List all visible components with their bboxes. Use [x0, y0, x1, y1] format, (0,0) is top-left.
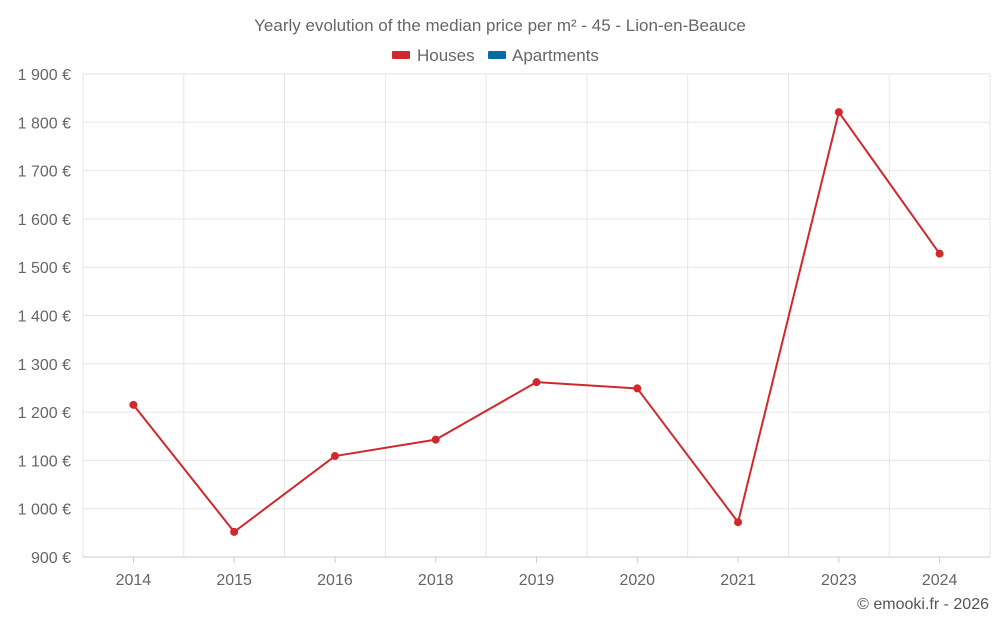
grid — [82, 73, 991, 557]
x-tick-label-2014: 2014 — [116, 572, 152, 589]
point-houses-2015[interactable] — [230, 527, 239, 536]
x-tick-label-2023: 2023 — [821, 572, 857, 589]
chart-title: Yearly evolution of the median price per… — [254, 16, 746, 35]
y-tick-label: 1 100 € — [18, 453, 71, 470]
y-tick-label: 1 200 € — [18, 405, 71, 422]
y-tick-label: 1 700 € — [18, 164, 71, 181]
point-houses-2021[interactable] — [734, 518, 743, 527]
legend-label-apartments: Apartments — [512, 46, 599, 65]
point-houses-2023[interactable] — [834, 108, 843, 117]
x-tick-label-2015: 2015 — [216, 572, 252, 589]
y-tick-label: 1 600 € — [18, 212, 71, 229]
legend-item-houses[interactable]: Houses — [392, 46, 475, 65]
y-tick-label: 1 300 € — [18, 357, 71, 374]
y-tick-label: 1 800 € — [18, 115, 71, 132]
y-tick-label: 1 900 € — [18, 67, 71, 84]
x-tick-label-2016: 2016 — [317, 572, 353, 589]
series-line-houses — [132, 111, 941, 533]
point-houses-2019[interactable] — [532, 378, 541, 387]
y-tick-label: 900 € — [31, 550, 71, 567]
legend: Houses Apartments — [392, 46, 599, 65]
x-tick-label-2020: 2020 — [619, 572, 655, 589]
series-houses — [129, 108, 944, 536]
x-tick-label-2021: 2021 — [720, 572, 756, 589]
y-tick-label: 1 500 € — [18, 260, 71, 277]
legend-swatch-houses — [392, 51, 410, 59]
point-houses-2016[interactable] — [330, 452, 339, 461]
x-tick-label-2018: 2018 — [418, 572, 454, 589]
point-houses-2024[interactable] — [935, 249, 944, 258]
y-tick-label: 1 000 € — [18, 502, 71, 519]
legend-item-apartments[interactable]: Apartments — [488, 46, 599, 65]
credit-text: © emooki.fr - 2026 — [857, 596, 989, 613]
x-tick-label-2019: 2019 — [519, 572, 555, 589]
legend-label-houses: Houses — [417, 46, 475, 65]
x-axis: 2014 2015 2016 2018 2019 2020 2021 2023 2024 — [83, 556, 990, 589]
point-houses-2014[interactable] — [129, 400, 138, 409]
point-houses-2020[interactable] — [633, 384, 642, 393]
point-houses-2018[interactable] — [431, 435, 440, 444]
x-tick-label-2024: 2024 — [922, 572, 958, 589]
legend-swatch-apartments — [488, 51, 506, 59]
y-tick-label: 1 400 € — [18, 309, 71, 326]
y-axis: 900 € 1 000 € 1 100 € 1 200 € 1 300 € 1 400 €… — [18, 67, 71, 567]
